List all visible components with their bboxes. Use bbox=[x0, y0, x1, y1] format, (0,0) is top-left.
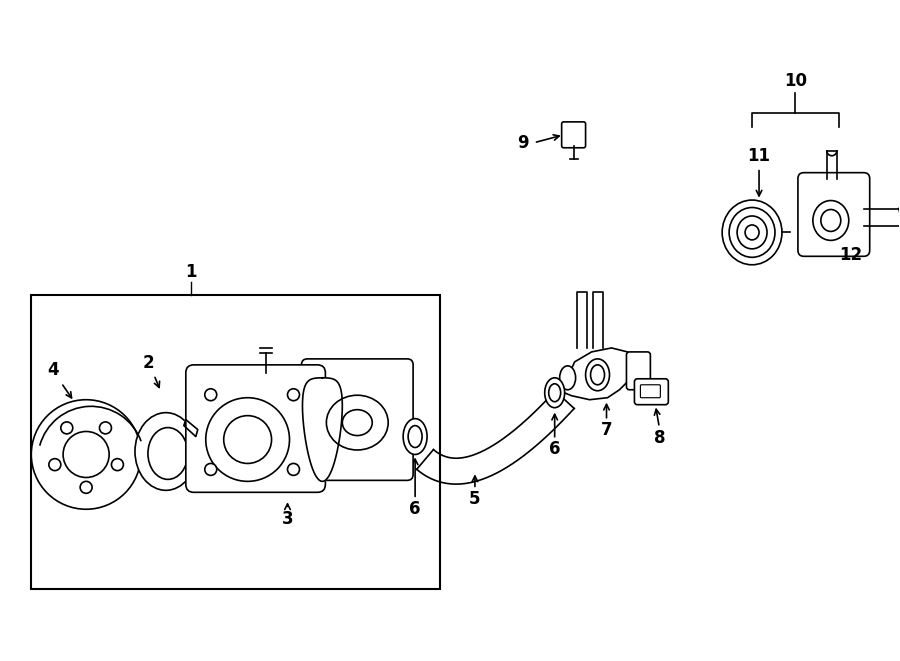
FancyBboxPatch shape bbox=[798, 173, 869, 256]
Circle shape bbox=[100, 422, 112, 434]
Ellipse shape bbox=[544, 378, 564, 408]
Text: 6: 6 bbox=[410, 500, 421, 518]
FancyBboxPatch shape bbox=[626, 352, 651, 390]
Ellipse shape bbox=[590, 365, 605, 385]
Circle shape bbox=[206, 398, 290, 481]
Bar bbox=[32, 295, 440, 589]
Circle shape bbox=[32, 400, 141, 509]
Circle shape bbox=[205, 389, 217, 401]
FancyBboxPatch shape bbox=[185, 365, 326, 492]
Ellipse shape bbox=[560, 366, 576, 390]
Circle shape bbox=[224, 416, 272, 463]
Text: 1: 1 bbox=[185, 263, 196, 281]
Ellipse shape bbox=[821, 210, 841, 231]
Ellipse shape bbox=[722, 200, 782, 265]
Ellipse shape bbox=[342, 410, 373, 436]
Ellipse shape bbox=[135, 412, 197, 490]
Text: 2: 2 bbox=[143, 354, 155, 372]
Text: 12: 12 bbox=[839, 247, 862, 264]
Ellipse shape bbox=[549, 384, 561, 402]
Ellipse shape bbox=[813, 200, 849, 241]
Text: 4: 4 bbox=[48, 361, 59, 379]
FancyBboxPatch shape bbox=[634, 379, 669, 405]
Circle shape bbox=[287, 389, 300, 401]
Ellipse shape bbox=[408, 426, 422, 447]
Circle shape bbox=[287, 463, 300, 475]
FancyBboxPatch shape bbox=[562, 122, 586, 148]
Text: 10: 10 bbox=[784, 72, 807, 90]
Polygon shape bbox=[302, 378, 342, 481]
Text: 11: 11 bbox=[748, 147, 770, 165]
Circle shape bbox=[112, 459, 123, 471]
Ellipse shape bbox=[148, 428, 188, 479]
Text: 5: 5 bbox=[469, 490, 481, 508]
Text: 9: 9 bbox=[517, 134, 528, 152]
Ellipse shape bbox=[327, 395, 388, 450]
Text: 3: 3 bbox=[282, 510, 293, 528]
Ellipse shape bbox=[586, 359, 609, 391]
Text: 8: 8 bbox=[653, 428, 665, 447]
Circle shape bbox=[61, 422, 73, 434]
FancyBboxPatch shape bbox=[302, 359, 413, 481]
Circle shape bbox=[205, 463, 217, 475]
Polygon shape bbox=[184, 420, 198, 436]
Circle shape bbox=[49, 459, 61, 471]
Circle shape bbox=[80, 481, 92, 493]
Circle shape bbox=[63, 432, 109, 477]
Ellipse shape bbox=[403, 418, 427, 455]
Polygon shape bbox=[560, 348, 634, 400]
Text: 6: 6 bbox=[549, 440, 561, 459]
Text: 7: 7 bbox=[600, 420, 612, 439]
